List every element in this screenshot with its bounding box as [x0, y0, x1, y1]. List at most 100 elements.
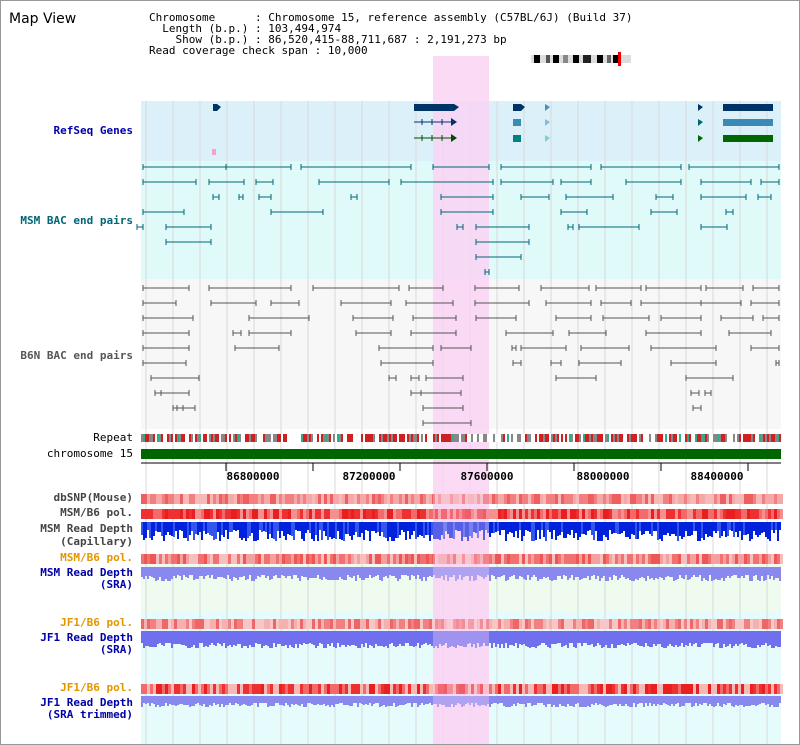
msm-b6-pol-cell — [474, 509, 477, 519]
msm-depth-cap-bar — [449, 522, 451, 538]
jf1-b6-pol-2-cell — [585, 684, 588, 694]
msm-b6-pol-2-cell — [141, 554, 144, 564]
msm-depth-cap-bar — [643, 522, 645, 534]
msm-b6-pol-cell — [753, 509, 756, 519]
jf1-b6-pol-2-cell — [540, 684, 543, 694]
dbsnp-cell — [621, 494, 624, 504]
msm-depth-sra-bar — [143, 567, 145, 579]
jf1-b6-pol-cell — [456, 619, 459, 629]
msm-depth-cap-bar — [691, 522, 693, 535]
jf1-b6-pol-2-cell — [663, 684, 666, 694]
msm-depth-cap-bar — [153, 522, 155, 536]
jf1-b6-pol-cell — [339, 619, 342, 629]
jf1-b6-pol-cell — [231, 619, 234, 629]
jf1-b6-pol-2-cell — [459, 684, 462, 694]
msm-depth-cap-bar — [549, 522, 551, 532]
gene-arrow — [698, 119, 703, 126]
jf1-depth-sra-bar — [509, 631, 511, 645]
jf1-b6-pol-cell — [258, 619, 261, 629]
jf1-depth-trim-bar — [471, 696, 473, 703]
jf1-depth-trim-bar — [239, 696, 241, 706]
msm-b6-pol-2-cell — [648, 554, 651, 564]
msm-b6-pol-cell — [732, 509, 735, 519]
jf1-b6-pol-cell — [756, 619, 759, 629]
msm-b6-pol-cell — [543, 509, 546, 519]
jf1-b6-pol-2-cell — [675, 684, 678, 694]
msm-depth-cap-bar — [579, 522, 581, 537]
track-label-b6n-bac[interactable]: B6N BAC end pairs — [20, 349, 133, 362]
repeat-bar — [743, 434, 745, 442]
ideogram-band — [597, 55, 603, 63]
jf1-b6-pol-cell — [273, 619, 276, 629]
msm-depth-sra-bar — [493, 567, 495, 576]
axis-tick-label: 88400000 — [691, 470, 744, 483]
msm-b6-pol-2-cell — [360, 554, 363, 564]
jf1-depth-trim-bar — [389, 696, 391, 706]
msm-depth-sra-bar — [151, 567, 153, 577]
msm-depth-cap-bar — [317, 522, 319, 541]
repeat-bar — [191, 434, 193, 442]
msm-b6-pol-cell — [276, 509, 279, 519]
jf1-b6-pol-cell — [270, 619, 273, 629]
jf1-depth-trim-bar — [297, 696, 299, 705]
msm-depth-sra-bar — [595, 567, 597, 579]
msm-depth-sra-bar — [593, 567, 595, 575]
jf1-depth-sra-bar — [513, 631, 515, 646]
dbsnp-cell — [741, 494, 744, 504]
repeat-bar — [267, 434, 269, 442]
msm-b6-pol-2-cell — [345, 554, 348, 564]
jf1-b6-pol-cell — [357, 619, 360, 629]
repeat-bar — [535, 434, 537, 442]
jf1-b6-pol-2-cell — [360, 684, 363, 694]
ideogram-band — [546, 55, 550, 63]
jf1-depth-trim-bar — [609, 696, 611, 705]
jf1-depth-sra-bar — [753, 631, 755, 648]
msm-depth-cap-bar — [225, 522, 227, 530]
msm-depth-sra-bar — [269, 567, 271, 580]
jf1-depth-trim-bar — [241, 696, 243, 705]
dbsnp-cell — [384, 494, 387, 504]
repeat-bar — [703, 434, 705, 442]
jf1-b6-pol-cell — [186, 619, 189, 629]
jf1-depth-trim-bar — [735, 696, 737, 705]
msm-b6-pol-2-cell — [759, 554, 762, 564]
msm-b6-pol-2-cell — [606, 554, 609, 564]
gene-block — [513, 104, 521, 111]
msm-depth-sra-bar — [577, 567, 579, 577]
jf1-depth-sra-bar — [375, 631, 377, 644]
jf1-depth-trim-bar — [629, 696, 631, 707]
repeat-bar — [185, 434, 187, 442]
jf1-b6-pol-cell — [150, 619, 153, 629]
msm-depth-cap-bar — [185, 522, 187, 538]
track-label-msm-bac[interactable]: MSM BAC end pairs — [20, 214, 133, 227]
jf1-depth-trim-bar — [463, 696, 465, 706]
msm-b6-pol-2-cell — [291, 554, 294, 564]
msm-depth-sra-bar — [385, 567, 387, 576]
repeat-bar — [353, 434, 355, 442]
jf1-b6-pol-cell — [462, 619, 465, 629]
track-label-refseq[interactable]: RefSeq Genes — [53, 124, 133, 137]
jf1-b6-pol-2-cell — [255, 684, 258, 694]
dbsnp-cell — [519, 494, 522, 504]
msm-depth-cap-bar — [411, 522, 413, 535]
msm-depth-cap-bar — [343, 522, 345, 541]
jf1-depth-sra-bar — [473, 631, 475, 644]
dbsnp-cell — [612, 494, 615, 504]
jf1-depth-trim-bar — [765, 696, 767, 705]
jf1-depth-sra-bar — [529, 631, 531, 648]
msm-depth-sra-bar — [693, 567, 695, 575]
dbsnp-cell — [285, 494, 288, 504]
jf1-b6-pol-2-cell — [555, 684, 558, 694]
jf1-depth-sra-bar — [613, 631, 615, 648]
dbsnp-cell — [417, 494, 420, 504]
jf1-b6-pol-cell — [651, 619, 654, 629]
msm-b6-pol-2-cell — [492, 554, 495, 564]
jf1-depth-trim-bar — [771, 696, 773, 705]
msm-depth-cap-bar — [401, 522, 403, 530]
jf1-depth-trim-bar — [473, 696, 475, 707]
jf1-depth-sra-bar — [433, 631, 435, 648]
repeat-bar — [753, 434, 755, 442]
jf1-depth-sra-bar — [611, 631, 613, 644]
jf1-b6-pol-2-cell — [372, 684, 375, 694]
